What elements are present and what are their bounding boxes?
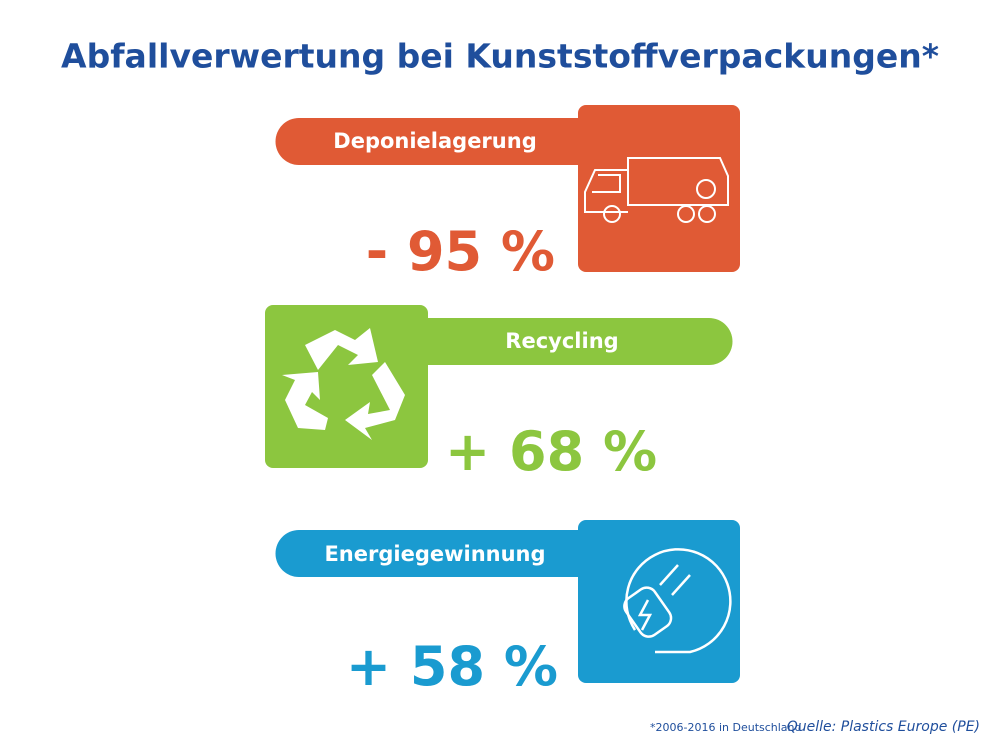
item-landfill: Deponielagerung - 95 % [275, 105, 740, 283]
plug-icon [623, 548, 732, 654]
item-recycling: Recycling + 68 % [265, 305, 733, 483]
recycle-icon [282, 328, 405, 440]
footnote: *2006-2016 in Deutschland [650, 721, 802, 734]
item-energy: Energiegewinnung + 58 % [275, 520, 740, 698]
icon-box [578, 105, 740, 272]
label-bar [275, 530, 600, 577]
label-bar [275, 118, 600, 165]
item-value: + 58 % [346, 635, 558, 698]
truck-icon [584, 157, 729, 223]
item-label: Recycling [505, 329, 618, 353]
icon-box [265, 305, 428, 468]
label-bar [420, 318, 733, 365]
source: Quelle: Plastics Europe (PE) [787, 719, 980, 735]
item-label: Energiegewinnung [324, 542, 545, 566]
item-value: + 68 % [445, 420, 657, 483]
icon-box [578, 520, 740, 683]
item-label: Deponielagerung [333, 129, 536, 153]
title: Abfallverwertung bei Kunststoffverpackun… [61, 37, 939, 76]
item-value: - 95 % [366, 220, 555, 283]
